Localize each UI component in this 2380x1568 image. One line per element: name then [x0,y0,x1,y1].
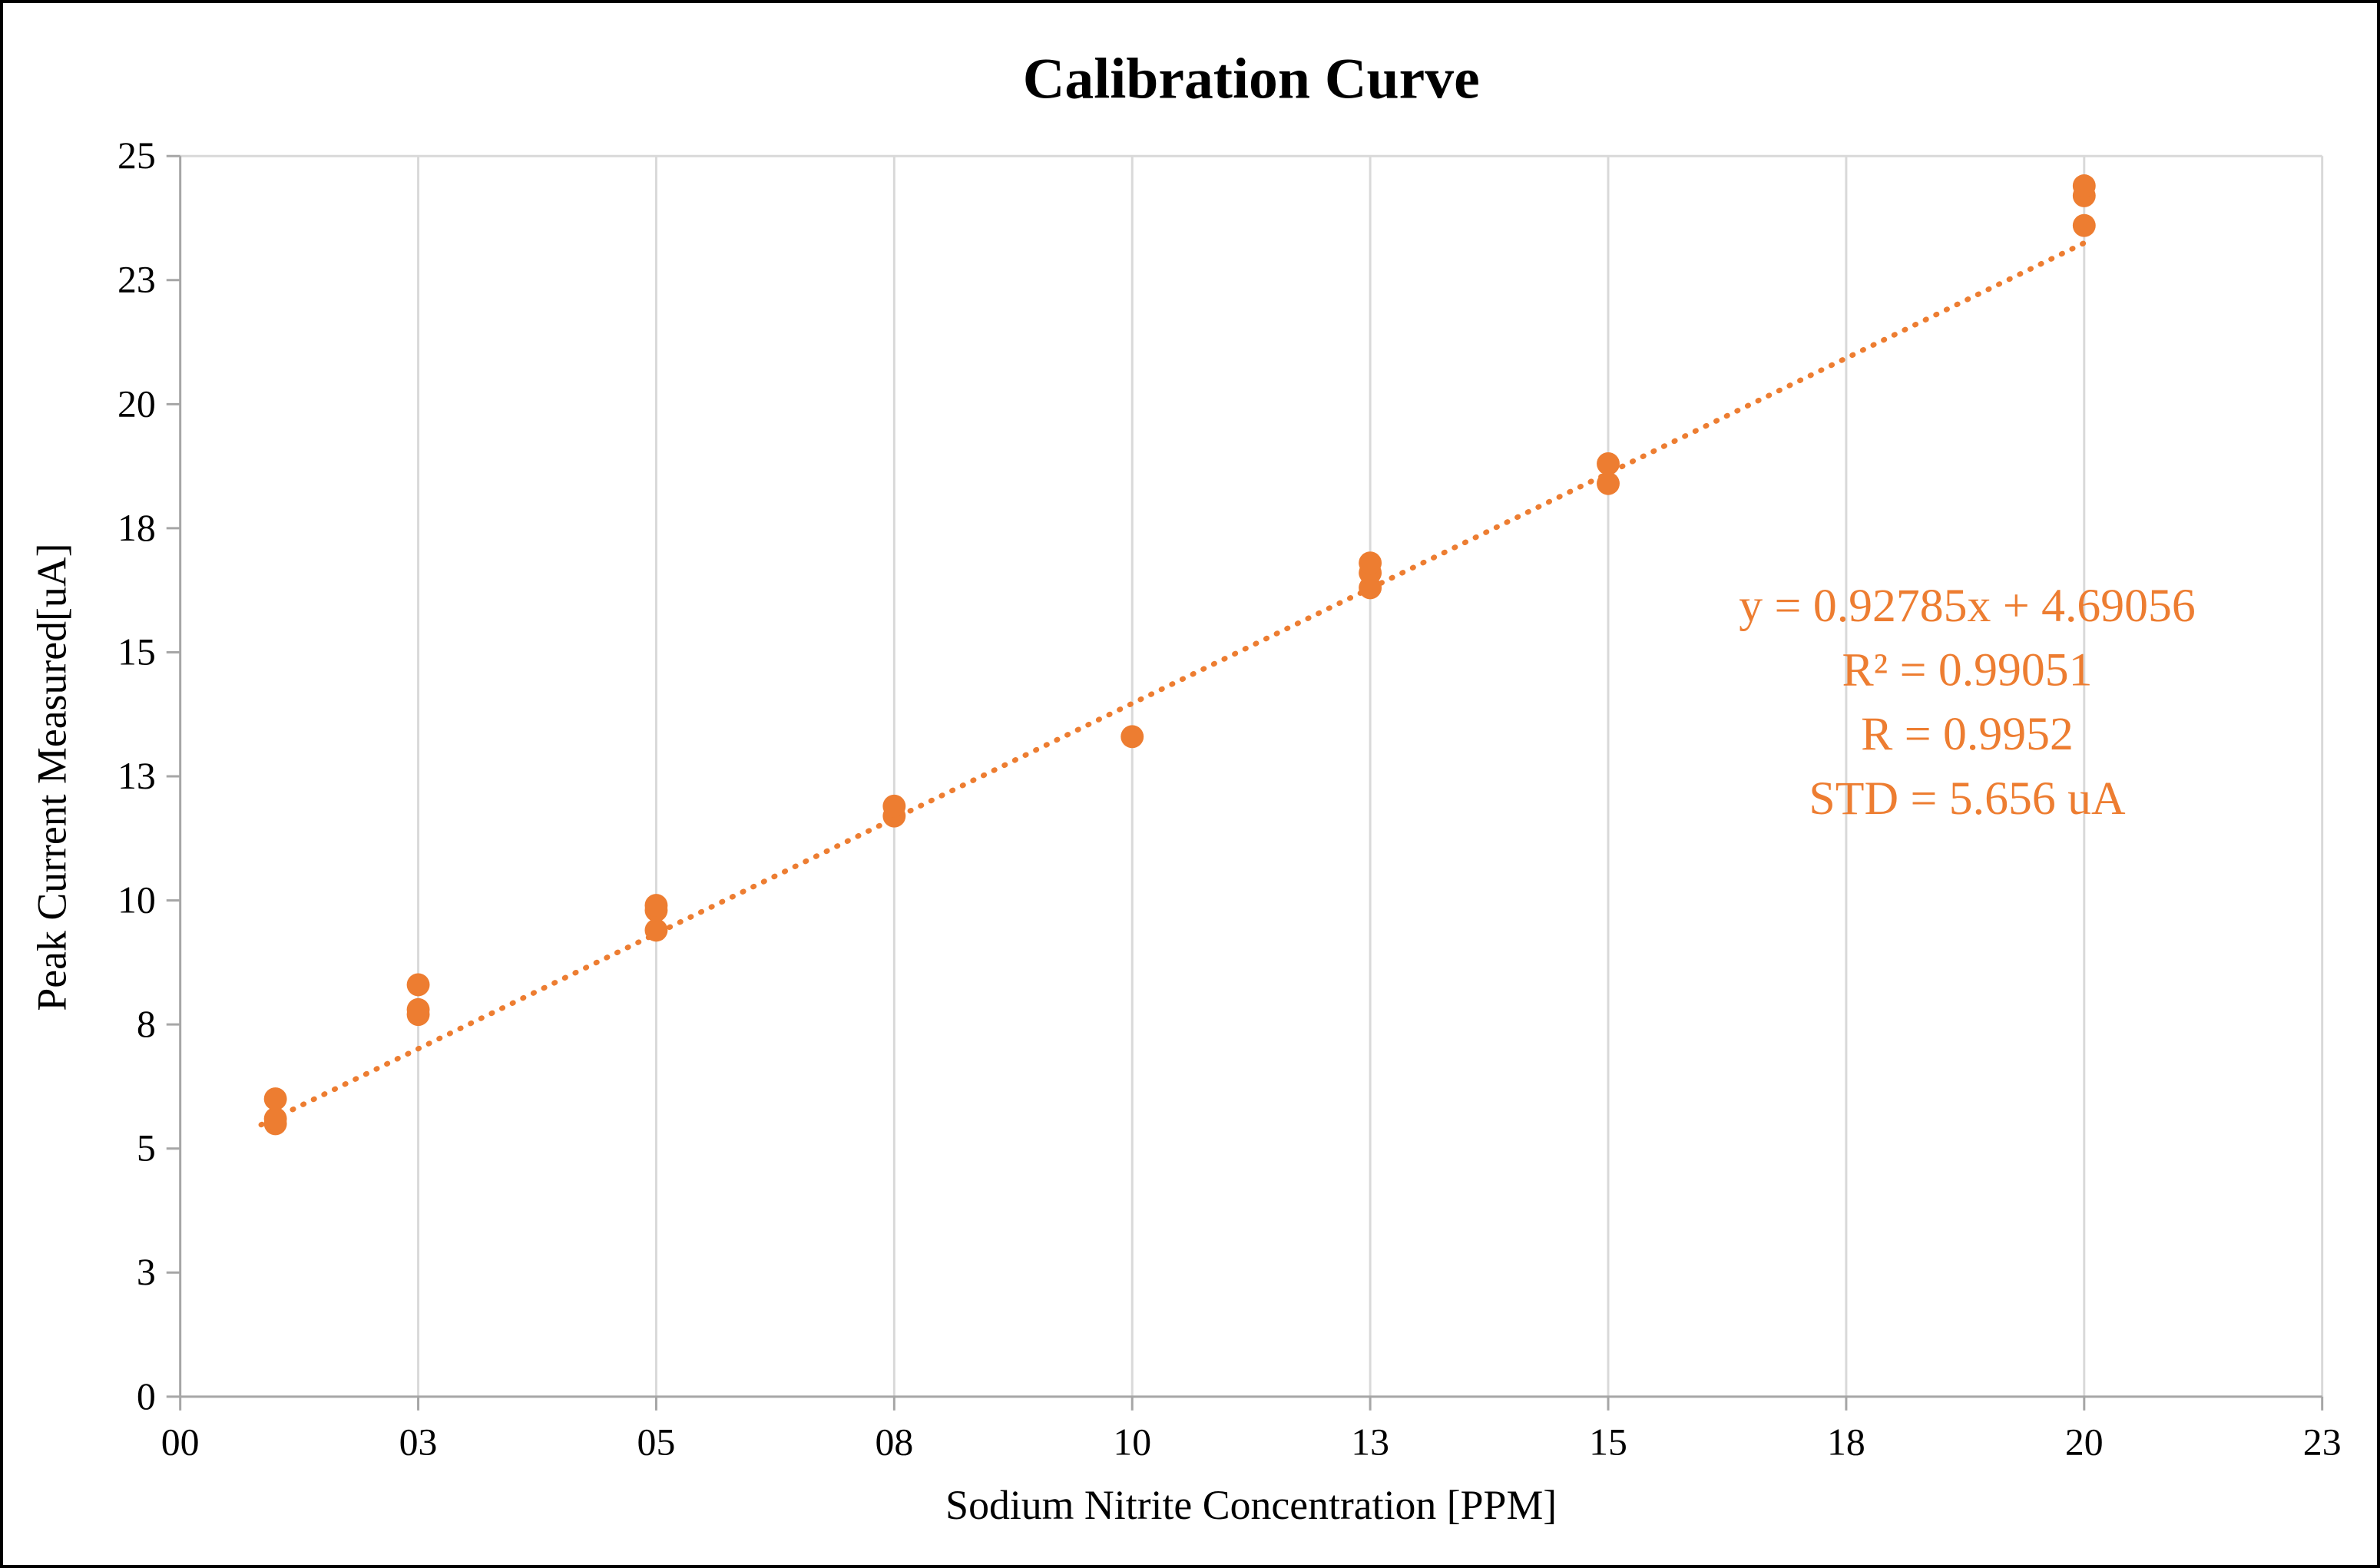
data-series [258,174,2096,1136]
y-tick-label: 0 [137,1375,156,1417]
data-point [2072,213,2096,237]
y-tick-label: 8 [137,1003,156,1045]
y-tick-label: 23 [118,259,156,301]
data-point [2072,174,2096,197]
y-axis-title: Peak Current Measured[uA] [28,543,74,1011]
y-tick-label: 15 [118,630,156,673]
trendline-annotation: y = 0.92785x + 4.69056 R² = 0.99051 R = … [1739,580,2196,825]
data-point [644,918,668,942]
data-point [1120,725,1144,749]
trendline [258,237,2092,1128]
y-tick-label: 18 [118,507,156,549]
x-tick-label: 20 [2065,1421,2104,1464]
y-tick-label: 13 [118,755,156,797]
y-tick-label: 10 [118,879,156,921]
y-tick-label: 25 [118,134,156,177]
data-point [882,794,906,818]
x-tick-label: 23 [2303,1421,2342,1464]
axes [166,154,2324,1411]
data-point [644,894,668,918]
x-tick-label: 00 [161,1421,200,1464]
data-point [263,1107,287,1130]
x-tick-label: 08 [875,1421,913,1464]
data-point [1597,471,1620,495]
data-point [1359,551,1382,575]
x-axis-title: Sodium Nitrite Concentration [PPM] [945,1482,1557,1528]
data-point [1597,452,1620,475]
x-tick-label: 05 [637,1421,676,1464]
y-tick-label: 20 [118,382,156,425]
annotation-equation: y = 0.92785x + 4.69056 [1739,580,2196,632]
annotation-r: R = 0.9952 [1861,708,2074,760]
y-tick-label: 5 [137,1127,156,1169]
x-tick-label: 15 [1589,1421,1627,1464]
x-tick-label: 03 [399,1421,438,1464]
gridlines [180,154,2324,1397]
data-point [263,1087,287,1111]
data-point [406,997,430,1021]
annotation-r-squared: R² = 0.99051 [1842,644,2092,696]
x-tick-label: 10 [1113,1421,1151,1464]
chart-title: Calibration Curve [1023,48,1480,111]
y-tick-label: 3 [137,1251,156,1293]
x-tick-label: 13 [1351,1421,1389,1464]
data-point [406,973,430,997]
x-tick-label: 18 [1827,1421,1865,1464]
annotation-std: STD = 5.656 uA [1809,772,2126,825]
